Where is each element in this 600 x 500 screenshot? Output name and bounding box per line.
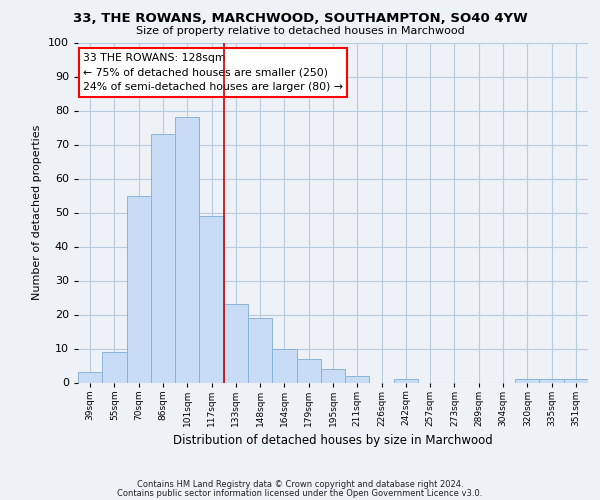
Y-axis label: Number of detached properties: Number of detached properties	[32, 125, 43, 300]
Bar	[175, 118, 199, 382]
Bar	[296, 358, 321, 382]
Text: Size of property relative to detached houses in Marchwood: Size of property relative to detached ho…	[136, 26, 464, 36]
Bar	[515, 379, 539, 382]
Text: Contains public sector information licensed under the Open Government Licence v3: Contains public sector information licen…	[118, 488, 482, 498]
Text: 33, THE ROWANS, MARCHWOOD, SOUTHAMPTON, SO40 4YW: 33, THE ROWANS, MARCHWOOD, SOUTHAMPTON, …	[73, 12, 527, 26]
Bar	[224, 304, 248, 382]
Bar	[321, 369, 345, 382]
Bar	[345, 376, 370, 382]
Bar	[102, 352, 127, 382]
Bar	[248, 318, 272, 382]
Bar	[199, 216, 224, 382]
Bar	[151, 134, 175, 382]
Bar	[78, 372, 102, 382]
Text: 33 THE ROWANS: 128sqm
← 75% of detached houses are smaller (250)
24% of semi-det: 33 THE ROWANS: 128sqm ← 75% of detached …	[83, 52, 343, 92]
Bar	[394, 379, 418, 382]
X-axis label: Distribution of detached houses by size in Marchwood: Distribution of detached houses by size …	[173, 434, 493, 447]
Bar	[539, 379, 564, 382]
Bar	[564, 379, 588, 382]
Text: Contains HM Land Registry data © Crown copyright and database right 2024.: Contains HM Land Registry data © Crown c…	[137, 480, 463, 489]
Bar	[127, 196, 151, 382]
Bar	[272, 348, 296, 382]
